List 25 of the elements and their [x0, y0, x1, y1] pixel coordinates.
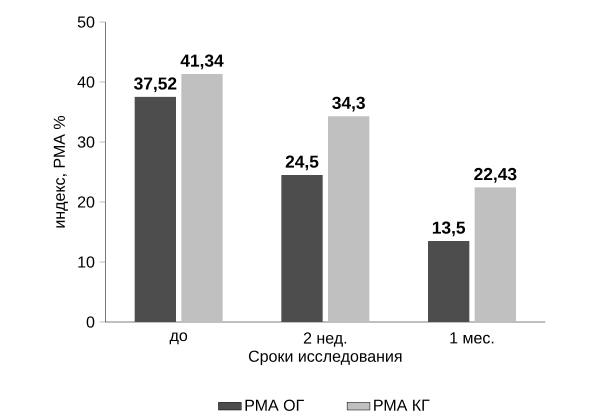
x-axis-title: Сроки исследования: [248, 350, 402, 366]
data-label: 22,43: [474, 168, 516, 183]
legend-label: РМА ОГ: [246, 400, 304, 411]
x-tick-label: до: [170, 332, 188, 344]
y-tick-label: 0: [86, 316, 94, 328]
bar: [328, 116, 370, 322]
y-tick-label: 50: [78, 16, 94, 28]
bar: [134, 96, 176, 322]
data-label: 34,3: [332, 96, 365, 112]
bar: [474, 187, 516, 322]
y-tick-label: 30: [78, 136, 94, 148]
legend-label: РМА КГ: [374, 400, 430, 411]
data-label: 41,34: [180, 54, 224, 70]
x-tick-label: 2 нед.: [304, 332, 346, 347]
data-label: 24,5: [286, 156, 318, 170]
y-tick-label: 10: [78, 256, 94, 268]
data-label: 13,5: [432, 222, 466, 236]
bar: [428, 241, 470, 322]
y-tick-label: 20: [78, 196, 94, 208]
data-label: 37,52: [134, 77, 176, 92]
y-axis-title: индекс, РМА %: [54, 116, 68, 228]
x-tick-label: 1 мес.: [450, 332, 494, 344]
bar: [181, 74, 223, 322]
y-tick-label: 40: [78, 76, 94, 88]
bar: [281, 175, 323, 322]
